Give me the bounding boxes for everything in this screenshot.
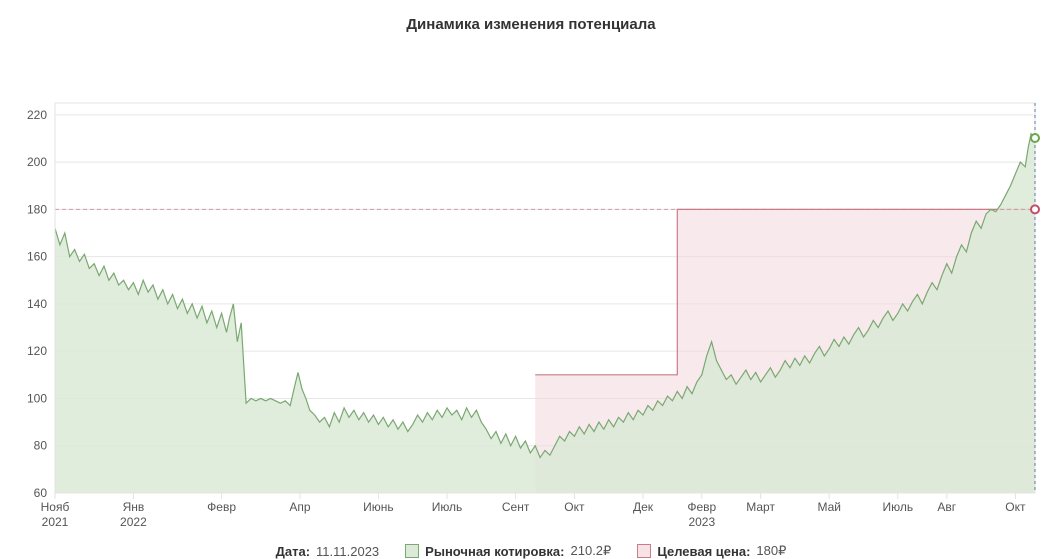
svg-text:200: 200 (27, 155, 47, 169)
svg-text:Февр: Февр (207, 500, 236, 514)
svg-text:2022: 2022 (120, 515, 147, 529)
svg-text:Февр: Февр (687, 500, 716, 514)
svg-text:Июль: Июль (432, 500, 463, 514)
svg-text:100: 100 (27, 391, 47, 405)
chart-container: Динамика изменения потенциала 60 80 100 120… (0, 0, 1062, 533)
chart-plot[interactable]: 60 80 100 120 140 160 180 200 220 Нояб2021 Янв2022… (0, 43, 1062, 533)
svg-text:Июль: Июль (882, 500, 913, 514)
legend-date: Дата: 11.11.2023 (276, 544, 380, 559)
legend-market: Рыночная котировка: 210.2₽ (405, 543, 611, 559)
svg-text:Апр: Апр (289, 500, 311, 514)
legend-target-label: Целевая цена: (657, 544, 750, 559)
svg-text:120: 120 (27, 344, 47, 358)
legend-date-value: 11.11.2023 (316, 544, 379, 559)
legend-date-label: Дата: (276, 544, 310, 559)
legend-market-label: Рыночная котировка: (425, 544, 564, 559)
svg-text:Авг: Авг (937, 500, 956, 514)
legend-market-swatch (405, 544, 419, 558)
legend-market-value: 210.2₽ (571, 543, 612, 559)
svg-text:Окт: Окт (1005, 500, 1026, 514)
legend-target: Целевая цена: 180₽ (637, 543, 786, 559)
legend-row: Дата: 11.11.2023 Рыночная котировка: 210… (0, 533, 1062, 559)
legend-target-value: 180₽ (756, 543, 786, 559)
svg-text:Янв: Янв (123, 500, 145, 514)
svg-text:60: 60 (34, 486, 48, 500)
svg-text:Окт: Окт (564, 500, 585, 514)
svg-text:160: 160 (27, 250, 47, 264)
svg-text:2021: 2021 (42, 515, 69, 529)
svg-text:Июнь: Июнь (363, 500, 394, 514)
legend-target-swatch (637, 544, 651, 558)
svg-text:Сент: Сент (502, 500, 530, 514)
svg-text:Дек: Дек (633, 500, 654, 514)
svg-text:Нояб: Нояб (41, 500, 70, 514)
svg-text:180: 180 (27, 202, 47, 216)
svg-text:220: 220 (27, 108, 47, 122)
svg-text:Март: Март (746, 500, 775, 514)
svg-text:140: 140 (27, 297, 47, 311)
svg-text:80: 80 (34, 439, 48, 453)
svg-text:2023: 2023 (688, 515, 715, 529)
svg-text:Май: Май (817, 500, 841, 514)
chart-title: Динамика изменения потенциала (0, 0, 1062, 43)
